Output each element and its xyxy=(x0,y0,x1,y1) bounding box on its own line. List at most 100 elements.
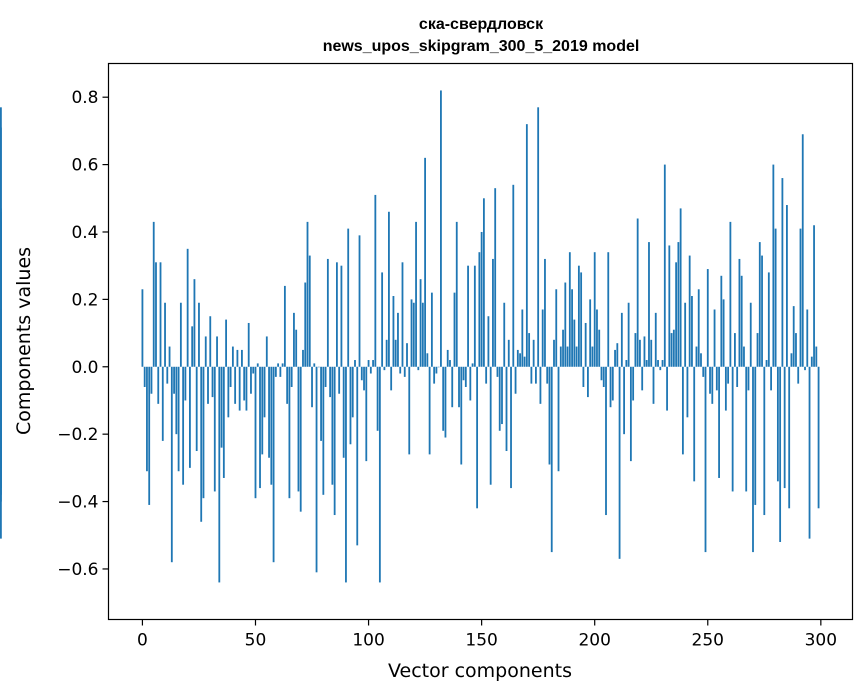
bar xyxy=(182,366,185,485)
bar xyxy=(250,366,252,394)
bar xyxy=(451,366,454,408)
bar xyxy=(177,366,180,472)
bar xyxy=(315,366,318,573)
bar xyxy=(467,265,469,367)
bar xyxy=(259,366,261,489)
bar xyxy=(575,346,578,367)
bar xyxy=(607,252,610,367)
bar xyxy=(487,316,490,367)
bar xyxy=(342,366,345,458)
bar xyxy=(797,366,800,384)
bar xyxy=(211,366,214,398)
bar xyxy=(645,360,648,367)
bar xyxy=(550,366,553,553)
bar xyxy=(376,366,379,431)
chart-subtitle: news_upos_skipgram_300_5_2019 model xyxy=(323,38,640,55)
bar xyxy=(774,228,777,367)
bar xyxy=(591,346,594,367)
bar xyxy=(417,366,420,371)
bar xyxy=(650,339,653,367)
bar xyxy=(166,366,169,384)
bar xyxy=(528,333,531,367)
bar xyxy=(555,289,558,367)
bar xyxy=(392,296,395,367)
x-axis-label: Vector components xyxy=(388,660,572,682)
bar xyxy=(783,366,786,489)
y-axis-label: Components values xyxy=(13,247,35,435)
bar xyxy=(715,366,718,391)
bar xyxy=(148,366,151,505)
x-axis: 0 50 100 150 200 250 300 xyxy=(137,619,837,651)
x-tick-label: 200 xyxy=(578,631,610,651)
bar xyxy=(535,366,537,384)
bar xyxy=(600,366,603,381)
bar xyxy=(740,275,743,367)
bar xyxy=(421,302,424,367)
bar xyxy=(0,221,2,367)
bar xyxy=(749,302,752,367)
bar xyxy=(195,366,198,452)
bar xyxy=(752,366,754,553)
bar xyxy=(340,265,343,367)
bar xyxy=(347,228,350,367)
bar xyxy=(268,366,270,458)
bar xyxy=(706,269,709,367)
bar xyxy=(394,339,397,367)
bar xyxy=(297,366,300,492)
bar xyxy=(602,366,605,387)
bar xyxy=(801,134,804,367)
bar xyxy=(709,366,711,394)
bar xyxy=(704,366,707,553)
bar xyxy=(320,366,322,441)
bar xyxy=(763,366,766,516)
bar xyxy=(313,363,316,367)
bar xyxy=(564,282,567,367)
bar xyxy=(170,366,173,563)
bar xyxy=(661,360,664,367)
bar xyxy=(614,349,616,367)
bar xyxy=(220,366,223,448)
bar xyxy=(186,248,189,367)
chart-title: ска-свердловск xyxy=(419,16,544,33)
bar xyxy=(446,349,449,367)
x-tick-label: 0 xyxy=(137,631,148,651)
bar xyxy=(810,356,813,367)
bar xyxy=(189,366,191,468)
y-tick-label: 0.0 xyxy=(71,358,98,378)
bar xyxy=(304,282,307,367)
bar xyxy=(609,366,612,408)
bar xyxy=(356,366,359,546)
bar xyxy=(213,366,216,492)
bar xyxy=(216,336,218,367)
bar xyxy=(333,366,336,516)
bar xyxy=(623,366,625,435)
bar xyxy=(293,312,295,367)
bar xyxy=(265,336,268,367)
x-tick-label: 50 xyxy=(245,631,267,651)
bar xyxy=(505,366,508,452)
bar xyxy=(283,285,286,367)
bar xyxy=(648,242,650,367)
bar xyxy=(272,366,275,563)
bar xyxy=(530,366,533,384)
bar xyxy=(577,265,580,367)
bar xyxy=(351,366,354,418)
bar xyxy=(155,262,157,367)
bar xyxy=(435,366,438,374)
bar xyxy=(143,366,146,387)
bar xyxy=(247,322,250,367)
bar xyxy=(702,366,705,377)
bar xyxy=(227,366,230,418)
bar xyxy=(672,329,675,367)
bar xyxy=(731,366,734,492)
bar xyxy=(415,221,417,367)
bar xyxy=(0,366,2,421)
bar xyxy=(207,366,209,404)
bar xyxy=(596,309,598,367)
bar xyxy=(329,366,332,398)
x-tick-label: 300 xyxy=(805,631,837,651)
bar xyxy=(388,211,390,367)
bar xyxy=(510,366,512,489)
bar xyxy=(639,339,641,367)
bar xyxy=(677,242,680,367)
